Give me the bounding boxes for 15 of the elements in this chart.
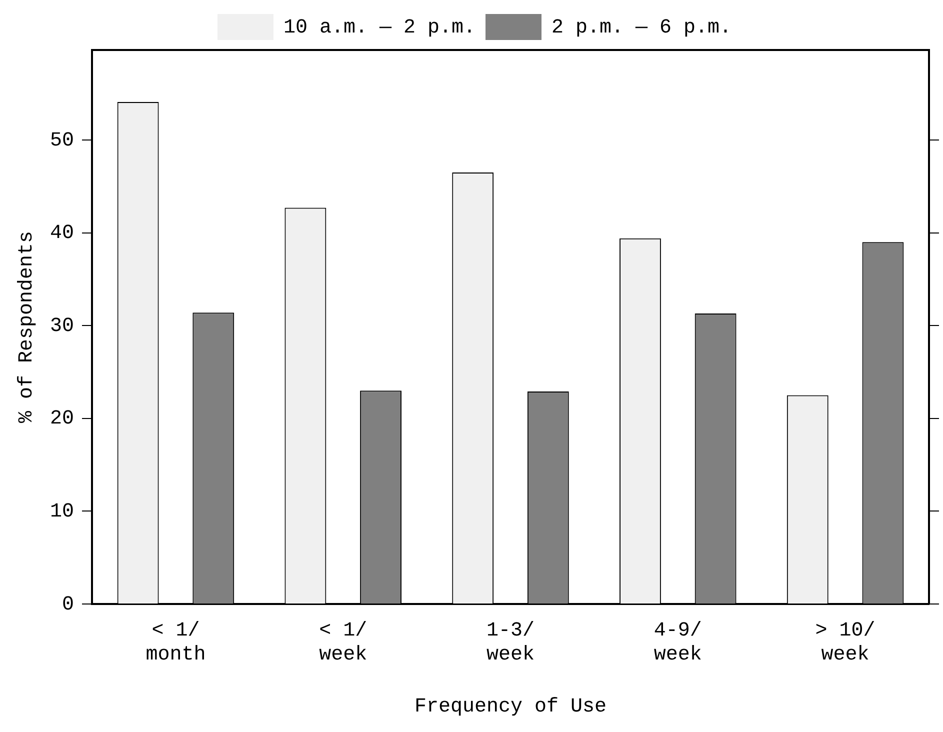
- legend-label: 2 p.m. — 6 p.m.: [552, 16, 732, 40]
- y-tick-label: 0: [62, 593, 74, 616]
- y-axis-title: % of Respondents: [15, 230, 38, 424]
- x-tick-label: 1-3/ week: [486, 619, 535, 666]
- y-tick-label: 50: [50, 129, 74, 152]
- y-tick-label: 10: [50, 500, 74, 524]
- y-tick-label: 40: [50, 222, 74, 246]
- x-axis-title: Frequency of Use: [414, 695, 607, 718]
- y-tick-label: 30: [50, 314, 74, 338]
- x-tick-label: < 1/ week: [319, 619, 368, 666]
- y-tick-label: 20: [50, 408, 74, 431]
- legend-label: 10 a.m. — 2 p.m.: [283, 16, 476, 40]
- x-tick-label: < 1/ month: [146, 619, 206, 666]
- x-tick-label: > 10/ week: [815, 619, 876, 666]
- x-tick-label: 4-9/ week: [654, 619, 702, 666]
